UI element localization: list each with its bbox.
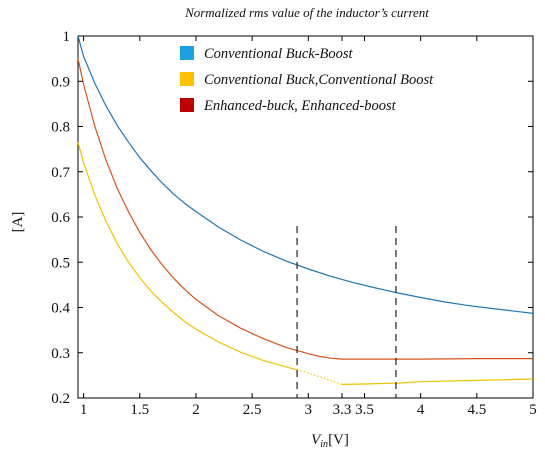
legend-swatch — [180, 46, 194, 60]
x-tick-label: 1.5 — [130, 402, 149, 418]
y-tick-label: 0.9 — [51, 74, 70, 90]
y-tick-label: 0.8 — [51, 120, 70, 136]
series-layer — [77, 35, 534, 385]
legend-swatch — [180, 98, 194, 112]
y-tick-label: 0.2 — [51, 391, 70, 407]
legend-label: Enhanced-buck, Enhanced-boost — [203, 98, 397, 114]
legend-swatch — [180, 72, 194, 86]
legend-label: Conventional Buck,Conventional Boost — [204, 72, 434, 88]
x-axis-label-subscript: in — [320, 439, 328, 450]
x-tick-label: 4 — [417, 402, 425, 418]
axes: 1 1.5 2 2.5 3 3.3 3.5 4 4.5 5 0.2 0.3 0.4 0.5 0.6 0.7 0.… — [51, 29, 537, 418]
series-line-4 — [77, 58, 533, 360]
y-tick-label: 1 — [63, 29, 71, 45]
x-tick-label: 3 — [305, 402, 313, 418]
x-tick-label: 4.5 — [467, 402, 486, 418]
x-axis-label-symbol: V — [311, 432, 322, 448]
legend-label: Conventional Buck-Boost — [204, 46, 354, 62]
x-tick-label: 3.3 — [333, 402, 352, 418]
legend: Conventional Buck-Boost Conventional Buck… — [180, 46, 434, 114]
series-line-2 — [296, 369, 343, 385]
x-tick-label: 3.5 — [355, 402, 374, 418]
y-tick-label: 0.7 — [51, 165, 70, 181]
series-line-1 — [77, 142, 298, 371]
series-line-0 — [77, 35, 534, 314]
y-tick-label: 0.3 — [51, 346, 70, 362]
y-axis-label: [A] — [10, 212, 26, 233]
plot-area — [77, 35, 534, 399]
x-tick-label: 2.5 — [243, 402, 262, 418]
y-tick-label: 0.4 — [51, 301, 70, 317]
x-tick-label: 5 — [529, 402, 537, 418]
y-tick-label: 0.6 — [51, 210, 70, 226]
plot-frame — [77, 35, 534, 399]
x-tick-label: 1 — [80, 402, 88, 418]
series-line-3 — [341, 378, 534, 385]
vertical-markers — [296, 226, 397, 398]
x-axis-label-unit: [V] — [328, 432, 349, 448]
chart-title: Normalized rms value of the inductor’s c… — [184, 5, 429, 20]
x-tick-label: 2 — [192, 402, 200, 418]
x-axis-label: Vin[V] — [311, 432, 349, 450]
y-tick-label: 0.5 — [51, 255, 70, 271]
